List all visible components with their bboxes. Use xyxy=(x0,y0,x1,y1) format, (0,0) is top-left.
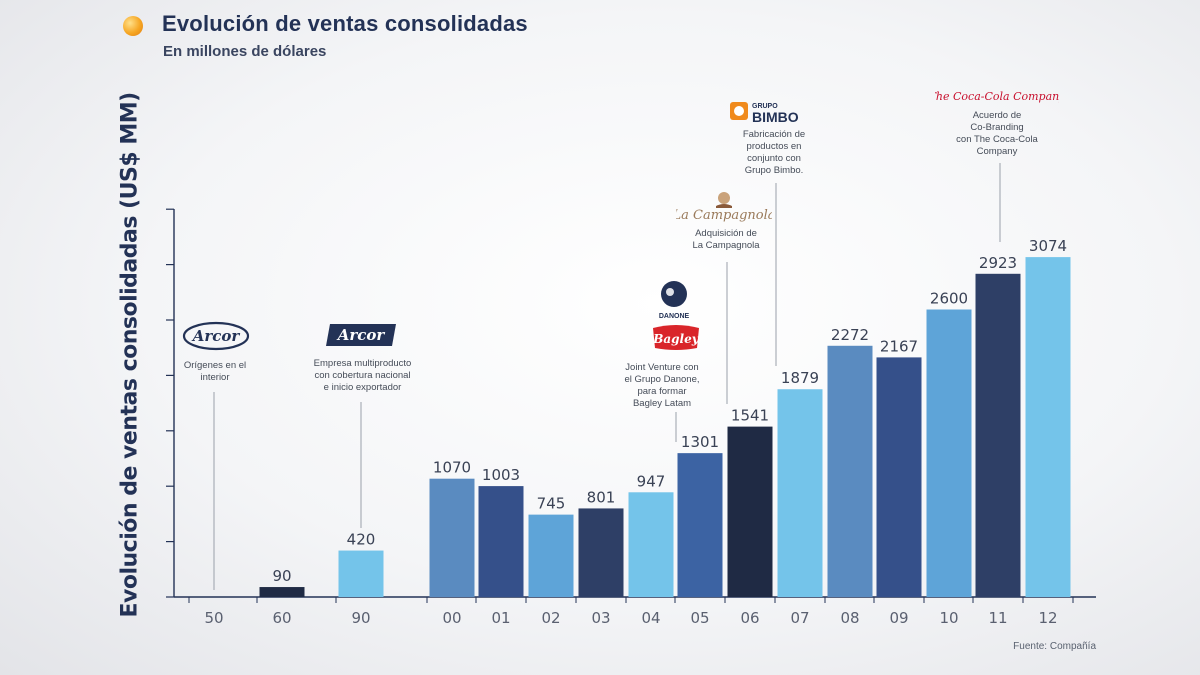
bar-01 xyxy=(478,486,524,597)
danone-logo-icon: DANONE xyxy=(659,281,690,320)
value-label-04: 947 xyxy=(637,472,666,490)
tick-label-09: 09 xyxy=(889,609,908,627)
bars xyxy=(259,257,1071,597)
tick-label-03: 03 xyxy=(591,609,610,627)
value-label-00: 1070 xyxy=(433,459,471,477)
bar-02 xyxy=(528,514,574,597)
value-label-03: 801 xyxy=(587,488,616,506)
tick-label-90: 90 xyxy=(351,609,370,627)
tick-label-60: 60 xyxy=(272,609,291,627)
tick-label-12: 12 xyxy=(1038,609,1057,627)
value-labels: 90 420 1070 1003 745 801 947 1301 1541 1879 2272 21… xyxy=(272,237,1067,585)
annotation-07-text: Fabricación de productos en conjunto con… xyxy=(742,129,806,176)
tick-label-02: 02 xyxy=(541,609,560,627)
value-label-60: 90 xyxy=(272,567,291,585)
arcor-logo-text: Arcor xyxy=(191,327,241,345)
bar-11 xyxy=(975,273,1021,597)
tick-label-00: 00 xyxy=(442,609,461,627)
bar-07 xyxy=(777,389,823,597)
la-campagnola-logo-icon: La Campagnola xyxy=(676,192,772,223)
value-label-10: 2600 xyxy=(930,290,968,308)
bar-09 xyxy=(876,357,922,597)
coca-cola-logo-text: The Coca-Cola Company xyxy=(935,90,1059,103)
bar-03 xyxy=(578,508,624,597)
arcor-logo-filled-text: Arcor xyxy=(336,326,386,344)
arcor-logo-icon: Arcor xyxy=(182,321,250,351)
arcor-logo-filled-icon: Arcor xyxy=(326,324,396,346)
bagley-logo-icon: Bagley xyxy=(652,325,700,350)
annotation-05-text: Joint Venture con el Grupo Danone, para … xyxy=(624,362,700,409)
value-label-02: 745 xyxy=(537,495,566,513)
value-label-08: 2272 xyxy=(831,326,869,344)
tick-label-50: 50 xyxy=(204,609,223,627)
grupo-bimbo-logo-top-text: GRUPO xyxy=(752,103,778,110)
la-campagnola-logo-text: La Campagnola xyxy=(676,208,772,223)
chart-title: Evolución de ventas consolidadas xyxy=(162,11,528,36)
danone-logo-text: DANONE xyxy=(659,313,690,320)
tick-label-06: 06 xyxy=(740,609,759,627)
bar-06 xyxy=(727,426,773,597)
value-label-01: 1003 xyxy=(482,466,520,484)
title-bullet-icon xyxy=(123,16,143,36)
source-note: Fuente: Compañía xyxy=(1013,641,1096,652)
value-label-05: 1301 xyxy=(681,433,719,451)
annotation-06-text: Adquisición de La Campagnola xyxy=(692,228,760,251)
annotation-90-text: Empresa multiproducto con cobertura naci… xyxy=(313,358,412,393)
value-label-06: 1541 xyxy=(731,407,769,425)
bar-12 xyxy=(1025,257,1071,597)
value-label-12: 3074 xyxy=(1029,237,1067,255)
tick-label-07: 07 xyxy=(790,609,809,627)
tick-label-05: 05 xyxy=(690,609,709,627)
bagley-logo-text: Bagley xyxy=(652,332,700,346)
value-label-07: 1879 xyxy=(781,369,819,387)
tick-label-10: 10 xyxy=(939,609,958,627)
value-label-09: 2167 xyxy=(880,337,918,355)
grupo-bimbo-logo-text: BIMBO xyxy=(752,109,799,125)
tick-label-11: 11 xyxy=(988,609,1007,627)
bar-60 xyxy=(259,587,305,597)
tick-label-08: 08 xyxy=(840,609,859,627)
bar-08 xyxy=(827,345,873,597)
x-tick-labels: 50 60 90 00 01 02 03 04 05 06 07 08 09 10 11 12 xyxy=(204,609,1057,627)
chart-subtitle: En millones de dólares xyxy=(163,43,327,60)
tick-label-04: 04 xyxy=(641,609,660,627)
grupo-bimbo-logo-icon: GRUPO BIMBO xyxy=(730,102,799,125)
coca-cola-logo-icon: The Coca-Cola Company xyxy=(935,90,1059,103)
annotation-11-text: Acuerdo de Co-Branding con The Coca-Cola… xyxy=(956,110,1038,157)
tick-label-01: 01 xyxy=(491,609,510,627)
bar-00 xyxy=(429,478,475,597)
value-label-11: 2923 xyxy=(979,254,1017,272)
bar-90 xyxy=(338,550,384,597)
value-label-90: 420 xyxy=(347,531,376,549)
bar-05 xyxy=(677,453,723,597)
bar-04 xyxy=(628,492,674,597)
bar-10 xyxy=(926,309,972,597)
annotation-lines xyxy=(213,163,1001,590)
annotation-50-text: Orígenes en el interior xyxy=(183,360,247,383)
